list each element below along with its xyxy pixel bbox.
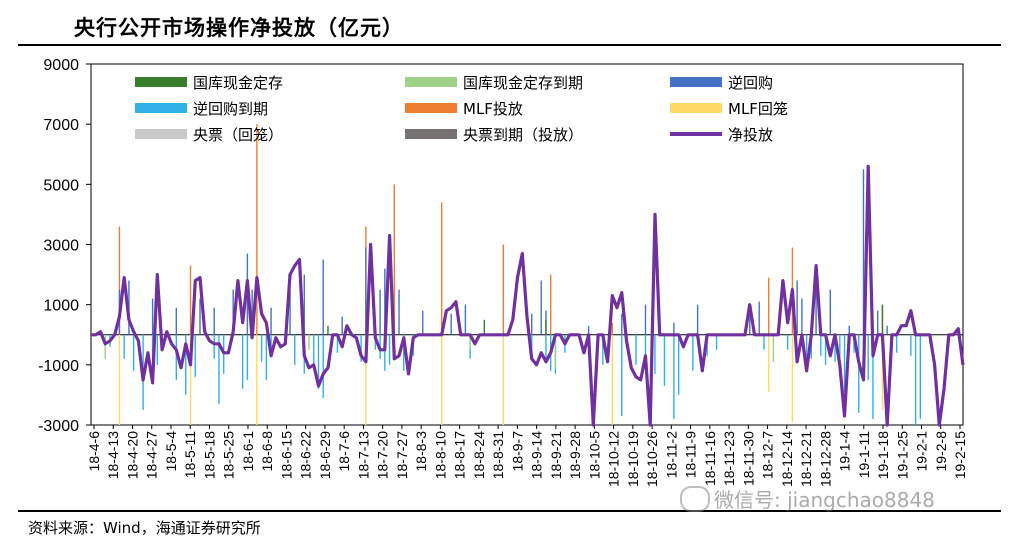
x-tick-label: 18-12-7 — [760, 431, 776, 479]
x-tick-label: 19-2-15 — [952, 431, 968, 479]
x-tick-label: 18-7-27 — [394, 431, 410, 479]
x-tick-label: 18-7-13 — [355, 431, 371, 479]
x-tick-label: 18-10-26 — [644, 431, 660, 487]
y-tick-label: -1000 — [38, 358, 79, 375]
x-tick-label: 18-5-25 — [221, 431, 237, 479]
legend-swatch — [135, 129, 187, 139]
y-tick-label: 1000 — [43, 298, 79, 315]
x-tick-label: 18-7-20 — [375, 431, 391, 479]
title-rule — [18, 44, 1001, 46]
x-tick-label: 18-9-7 — [509, 431, 525, 472]
x-tick-label: 19-1-25 — [894, 431, 910, 479]
legend-swatch — [405, 103, 457, 113]
x-tick-label: 18-6-8 — [259, 431, 275, 472]
x-tick-label: 18-4-13 — [105, 431, 121, 479]
plot-frame — [90, 63, 964, 426]
y-tick-label: 9000 — [43, 57, 79, 74]
legend-swatch — [405, 77, 457, 87]
x-tick-label: 18-6-15 — [278, 431, 294, 479]
x-tick-label: 19-1-4 — [837, 431, 853, 472]
x-tick-label: 18-6-1 — [240, 431, 256, 472]
x-tick-label: 19-1-11 — [856, 431, 872, 478]
legend-label: MLF回笼 — [728, 100, 788, 118]
x-tick-label: 18-4-27 — [144, 431, 160, 479]
legend-label: 净投放 — [728, 126, 773, 144]
x-tick-label: 18-9-14 — [529, 431, 545, 479]
x-tick-label: 19-1-18 — [875, 431, 891, 479]
legend-label: 国库现金定存 — [193, 74, 283, 92]
source-note: 资料来源：Wind，海通证券研究所 — [28, 519, 261, 537]
legend-label: 央票（回笼） — [193, 126, 283, 144]
x-tick-label: 18-8-17 — [452, 431, 468, 479]
x-tick-label: 18-11-30 — [740, 431, 756, 486]
x-tick-label: 18-6-29 — [317, 431, 333, 479]
x-tick-label: 19-2-8 — [933, 431, 949, 472]
net-line — [91, 164, 965, 427]
x-tick-label: 18-8-3 — [413, 431, 429, 472]
legend-swatch — [405, 129, 457, 139]
x-tick-label: 18-11-16 — [702, 431, 718, 486]
legend-label: 逆回购 — [728, 74, 773, 92]
x-tick-label: 18-8-24 — [471, 431, 487, 479]
x-tick-label: 18-6-22 — [298, 431, 314, 479]
x-tick-label: 18-8-10 — [432, 431, 448, 479]
x-tick-label: 18-7-6 — [336, 431, 352, 472]
x-tick-label: 18-11-9 — [683, 431, 699, 478]
x-tick-label: 18-12-21 — [798, 431, 814, 487]
chart-title: 央行公开市场操作净投放（亿元） — [74, 16, 404, 40]
x-tick-label: 18-11-23 — [721, 431, 737, 486]
x-tick-label: 18-9-28 — [567, 431, 583, 479]
x-tick-label: 19-2-1 — [914, 431, 930, 472]
legend-label: 央票到期（投放） — [463, 126, 583, 144]
x-tick-label: 18-11-2 — [663, 431, 679, 478]
legend-swatch — [135, 77, 187, 87]
x-tick-label: 18-4-20 — [124, 431, 140, 479]
x-tick-label: 18-5-18 — [201, 431, 217, 479]
x-tick-label: 18-8-31 — [490, 431, 506, 479]
y-tick-label: 3000 — [43, 238, 79, 255]
legend-label: 国库现金定存到期 — [463, 74, 583, 92]
x-tick-label: 18-12-28 — [817, 431, 833, 487]
y-tick-label: 7000 — [43, 117, 79, 134]
y-tick-label: 5000 — [43, 177, 79, 194]
watermark-text: 微信号: jiangchao8848 — [714, 488, 935, 512]
legend-label: MLF投放 — [463, 100, 523, 118]
legend-swatch — [135, 103, 187, 113]
legend-swatch — [670, 103, 722, 113]
x-tick-label: 18-5-4 — [163, 431, 179, 472]
source-rule — [18, 510, 1001, 512]
x-tick-label: 18-10-5 — [586, 431, 602, 479]
x-tick-label: 18-10-19 — [625, 431, 641, 487]
wechat-icon — [680, 485, 710, 512]
y-tick-label: -3000 — [38, 418, 79, 435]
x-tick-label: 18-9-21 — [548, 431, 564, 479]
x-tick-label: 18-5-11 — [182, 431, 198, 478]
x-tick-label: 18-10-12 — [606, 431, 622, 487]
legend-swatch — [670, 77, 722, 87]
watermark: 微信号: jiangchao8848 — [680, 484, 935, 513]
x-tick-label: 18-12-14 — [779, 431, 795, 487]
x-tick-label: 18-4-6 — [86, 431, 102, 472]
legend-label: 逆回购到期 — [193, 100, 268, 118]
